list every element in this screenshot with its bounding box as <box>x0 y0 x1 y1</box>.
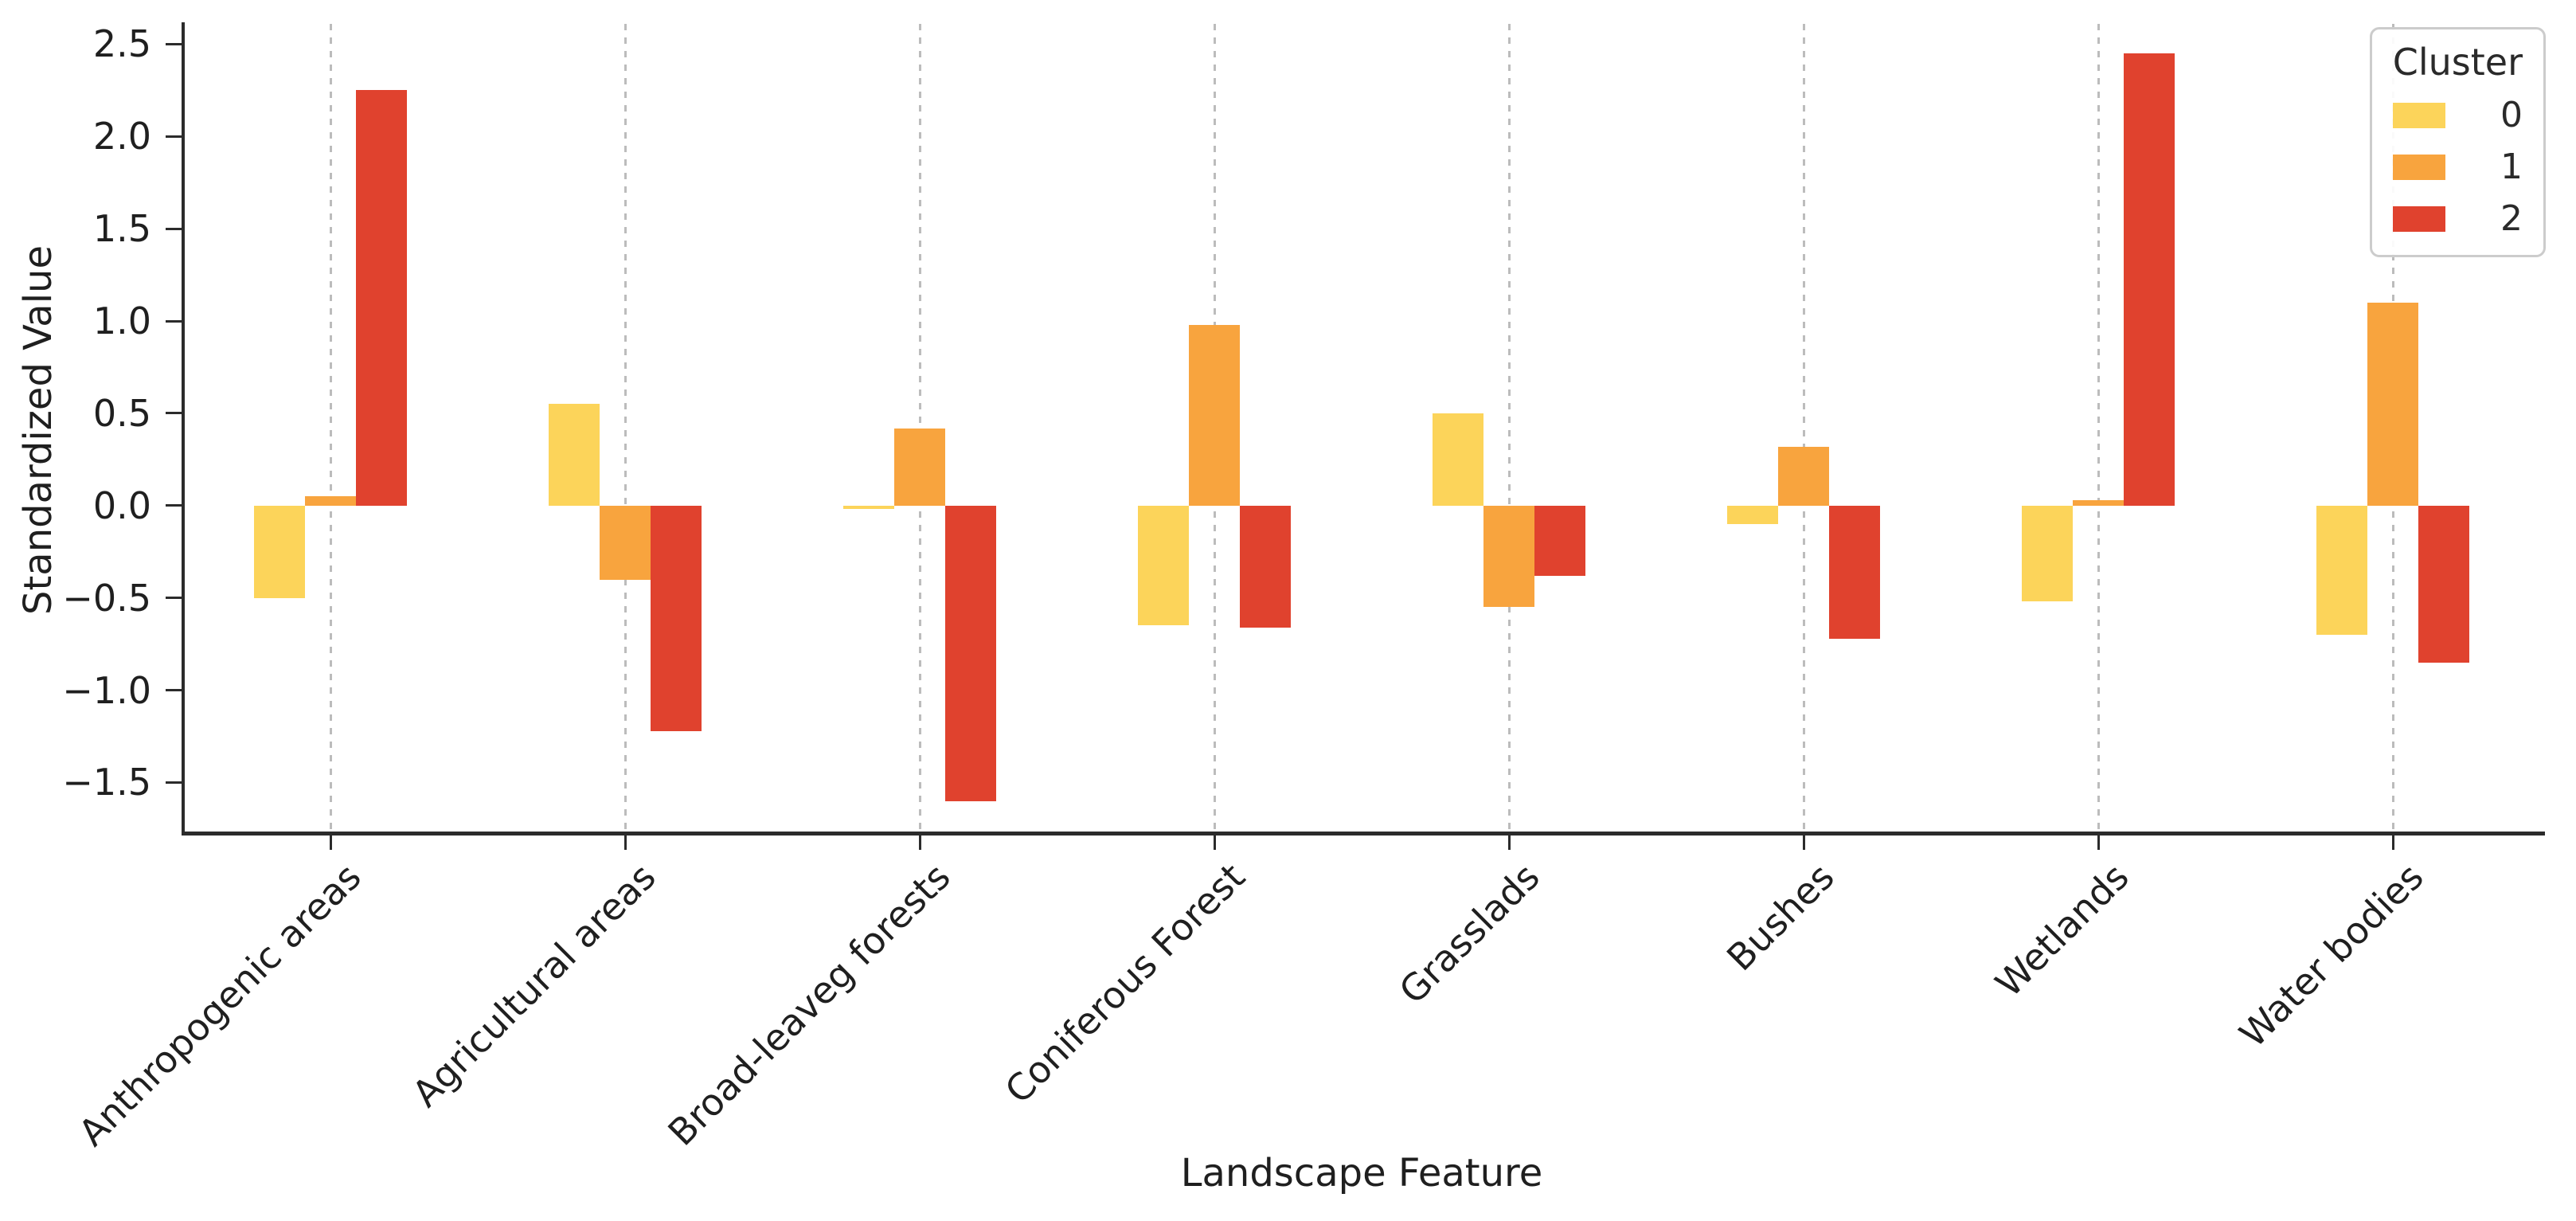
x-tick <box>1802 836 1805 850</box>
legend-label-cluster-0: 0 <box>2500 95 2523 135</box>
x-tick <box>1507 836 1511 850</box>
y-tick <box>166 597 182 600</box>
y-tick <box>166 781 182 784</box>
bar-cluster2 <box>2124 53 2175 506</box>
y-tick-label: 2.0 <box>92 115 151 158</box>
y-tick <box>166 504 182 507</box>
legend-swatch-cluster-0 <box>2392 102 2445 128</box>
bar-cluster1 <box>894 428 945 506</box>
bar-cluster1 <box>600 505 651 580</box>
category-gridline <box>1802 24 1805 832</box>
y-tick <box>166 319 182 323</box>
bar-cluster0 <box>1138 505 1189 626</box>
bar-cluster2 <box>1240 505 1291 628</box>
legend-entry: 0 <box>2392 95 2523 135</box>
legend-entry: 1 <box>2392 147 2523 187</box>
category-gridline <box>623 24 627 832</box>
x-tick <box>623 836 627 850</box>
category-gridline <box>2097 24 2100 832</box>
x-tick-label: Agricultural areas <box>404 855 664 1116</box>
legend-swatch-cluster-2 <box>2392 205 2445 232</box>
y-tick <box>166 412 182 415</box>
bar-cluster1 <box>305 496 356 506</box>
y-tick-label: 0.5 <box>92 391 151 435</box>
y-tick <box>166 689 182 692</box>
bar-cluster1 <box>1778 446 1829 506</box>
x-tick-label: Water bodies <box>2230 855 2432 1056</box>
y-tick <box>166 227 182 230</box>
category-gridline <box>329 24 332 832</box>
x-tick-label: Wetlands <box>1987 855 2137 1005</box>
y-tick-label: −1.5 <box>62 761 151 804</box>
bar-cluster2 <box>2418 505 2469 663</box>
y-tick-label: −1.0 <box>62 668 151 712</box>
bar-cluster2 <box>945 505 996 801</box>
y-tick-label: 1.5 <box>92 207 151 251</box>
legend-label-cluster-2: 2 <box>2500 198 2523 239</box>
bar-cluster0 <box>1433 413 1483 506</box>
x-tick <box>2097 836 2100 850</box>
y-tick-label: −0.5 <box>62 576 151 620</box>
x-tick <box>2391 836 2394 850</box>
x-tick-label: Broad-leaveg forests <box>659 855 959 1154</box>
x-axis-spine <box>182 832 2545 836</box>
x-tick <box>1213 836 1216 850</box>
bar-cluster2 <box>356 90 407 506</box>
bar-cluster1 <box>2367 302 2418 506</box>
category-gridline <box>1507 24 1511 832</box>
bar-cluster2 <box>1534 505 1585 576</box>
bar-cluster0 <box>1727 505 1778 524</box>
bar-cluster0 <box>2316 505 2367 636</box>
bar-cluster0 <box>843 505 894 510</box>
bar-cluster0 <box>2022 505 2073 602</box>
x-tick-label: Coniferous Forest <box>996 855 1253 1112</box>
bar-cluster2 <box>651 505 702 731</box>
y-tick <box>166 135 182 138</box>
y-tick <box>166 42 182 45</box>
bar-cluster1 <box>1189 324 1240 506</box>
bar-cluster1 <box>2073 499 2124 506</box>
x-tick <box>918 836 921 850</box>
y-axis-spine <box>182 22 185 835</box>
y-tick-label: 1.0 <box>92 299 151 343</box>
x-tick-label: Grasslads <box>1390 855 1548 1012</box>
bar-cluster1 <box>1483 505 1534 608</box>
legend-label-cluster-1: 1 <box>2500 147 2523 187</box>
x-tick-label: Anthropogenic areas <box>70 855 369 1155</box>
x-axis-label: Landscape Feature <box>1180 1151 1543 1196</box>
bar-cluster0 <box>254 505 305 598</box>
bar-cluster0 <box>549 404 600 506</box>
legend-entry: 2 <box>2392 198 2523 239</box>
legend: Cluster 0 1 2 <box>2369 27 2546 257</box>
x-tick-label: Bushes <box>1718 855 1843 980</box>
bar-cluster2 <box>1829 505 1880 639</box>
legend-swatch-cluster-1 <box>2392 154 2445 180</box>
legend-title: Cluster <box>2392 41 2523 84</box>
y-tick-label: 0.0 <box>92 483 151 527</box>
x-tick <box>329 836 332 850</box>
y-tick-label: 2.5 <box>92 22 151 66</box>
